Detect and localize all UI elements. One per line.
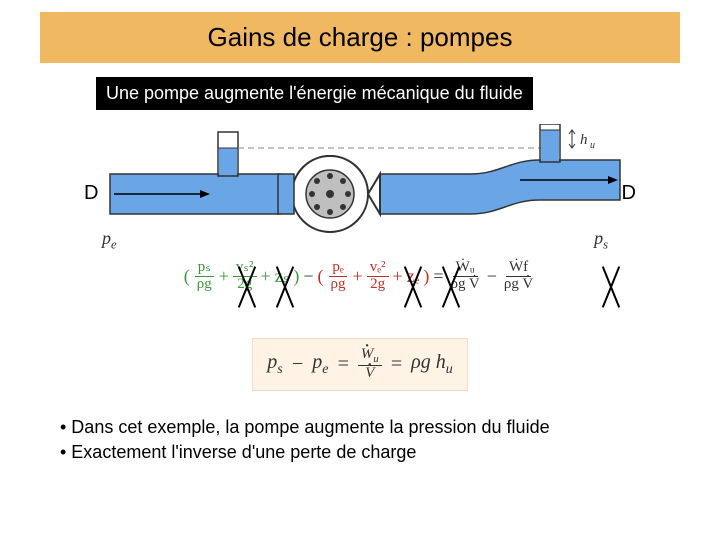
label-d-left: D xyxy=(84,182,98,205)
svg-text:h: h xyxy=(580,132,588,148)
slide-subtitle: Une pompe augmente l'énergie mécanique d… xyxy=(96,77,533,110)
equation-2: ps − pe = Wu V = ρg hu xyxy=(252,338,468,391)
label-ps: ps xyxy=(594,228,608,253)
label-pe: pe xyxy=(102,228,117,253)
slide-title: Gains de charge : pompes xyxy=(40,12,680,63)
bullet-list: • Dans cet exemple, la pompe augmente la… xyxy=(60,415,720,465)
pump-svg: h u xyxy=(80,124,640,254)
bullet-1: • Dans cet exemple, la pompe augmente la… xyxy=(60,415,720,440)
pump-diagram: h u D D pe ps xyxy=(80,124,640,254)
equation-1: ( pₛρg + vₛ²2g + zₛ ) − ( pₑρg + vₑ²2g +… xyxy=(80,260,640,320)
svg-text:u: u xyxy=(590,140,595,151)
bullet-2: • Exactement l'inverse d'une perte de ch… xyxy=(60,440,720,465)
label-d-right: D xyxy=(622,182,636,205)
equation-2-wrap: ps − pe = Wu V = ρg hu xyxy=(0,338,720,391)
